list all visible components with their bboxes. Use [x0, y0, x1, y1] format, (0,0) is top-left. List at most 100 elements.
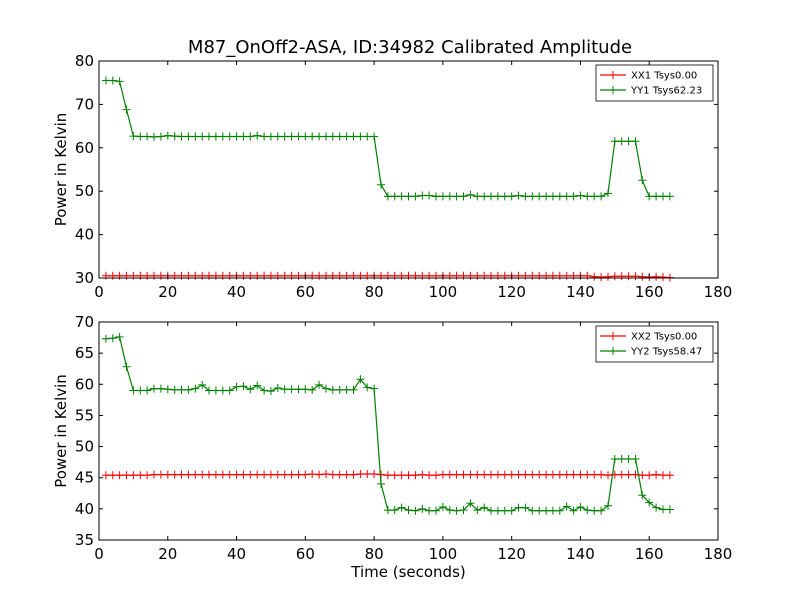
data-point [576, 503, 585, 511]
data-point [273, 384, 282, 392]
data-point [590, 470, 599, 479]
data-point [335, 385, 344, 394]
x-tick-label: 160 [635, 283, 664, 301]
data-point [108, 471, 117, 480]
bottom-plot: 0 20 40 60 80 100 120 140 160 180 35 40 45 50 55 60 65 70… [52, 313, 732, 581]
data-point [198, 380, 207, 389]
data-point [322, 470, 330, 478]
data-point [287, 385, 296, 394]
y-tick-label: 35 [75, 531, 94, 549]
top-plot: 0 20 40 60 80 100 120 140 160 180 30 40 50 60 70 80 Powe… [52, 52, 732, 301]
data-point [122, 362, 131, 371]
data-point [514, 470, 523, 479]
data-point [548, 192, 557, 201]
data-point [328, 385, 337, 394]
x-axis-label: Time (seconds) [350, 563, 466, 581]
data-point [487, 192, 495, 201]
data-point [156, 132, 165, 141]
legend-box [595, 325, 714, 363]
data-point [445, 470, 454, 479]
x-tick-label: 120 [497, 283, 526, 301]
data-point [377, 180, 385, 189]
x-tick-label: 160 [635, 545, 664, 563]
data-point [356, 375, 365, 384]
data-point [349, 470, 358, 479]
data-point [411, 192, 420, 201]
x-tick-label: 140 [566, 545, 595, 563]
data-point [205, 132, 213, 141]
data-point [604, 471, 612, 480]
y-tick-label: 70 [75, 313, 94, 331]
data-point [493, 470, 502, 479]
data-point [617, 137, 626, 146]
data-point [569, 506, 578, 515]
y-tick-label: 40 [75, 500, 94, 518]
data-point [328, 470, 337, 479]
data-point [411, 471, 420, 480]
data-point [287, 470, 296, 479]
data-point [569, 470, 578, 479]
series-red [101, 470, 674, 480]
x-tick-label: 100 [429, 283, 458, 301]
data-point [218, 132, 227, 141]
data-point [590, 272, 599, 281]
data-point [514, 191, 523, 200]
data-point [631, 137, 640, 146]
legend: XX2 Tsys0.00 YY2 Tsys58.47 [595, 325, 714, 363]
data-point [266, 387, 275, 396]
data-point [500, 470, 509, 479]
data-point [170, 132, 179, 141]
data-point [363, 470, 372, 478]
data-point [383, 192, 392, 201]
data-point [562, 470, 571, 479]
data-point [191, 132, 200, 141]
data-point [177, 385, 186, 394]
data-point [597, 273, 606, 282]
data-point [452, 470, 461, 479]
data-point [638, 176, 647, 185]
data-point [328, 132, 337, 141]
data-point [370, 132, 379, 141]
data-point [659, 471, 667, 480]
data-point [445, 192, 454, 201]
data-point [617, 470, 626, 479]
data-point [555, 506, 564, 515]
y-tick-label: 60 [75, 139, 94, 157]
data-point [170, 385, 179, 394]
data-point [610, 455, 619, 463]
data-point [205, 386, 213, 395]
data-point [473, 192, 482, 201]
data-point [108, 334, 117, 343]
data-point [294, 385, 303, 394]
data-point [562, 192, 571, 201]
x-tick-label: 40 [227, 283, 246, 301]
y-tick-label: 50 [75, 182, 94, 200]
data-point [665, 192, 674, 201]
y-tick-label: 50 [75, 438, 94, 456]
data-point [665, 471, 674, 480]
data-point [645, 471, 654, 480]
data-point [136, 386, 145, 395]
data-point [542, 470, 551, 479]
y-tick-label: 80 [75, 52, 94, 70]
data-point [239, 470, 248, 479]
data-point [342, 470, 351, 479]
legend-entry: XX1 Tsys0.00 [600, 71, 697, 82]
data-point [246, 385, 255, 394]
data-point [397, 192, 406, 201]
data-point [129, 471, 138, 480]
data-point [411, 506, 420, 515]
data-point [617, 455, 626, 463]
data-point [101, 334, 110, 343]
data-point [370, 470, 379, 478]
data-point [397, 503, 406, 512]
data-point [225, 132, 234, 141]
data-point [507, 192, 516, 201]
data-point [487, 506, 495, 515]
data-point [438, 503, 447, 511]
data-point [266, 132, 275, 141]
axes-frame [98, 60, 719, 279]
y-tick-label: 40 [75, 226, 94, 244]
data-point [205, 470, 213, 479]
legend-label: XX1 Tsys0.00 [631, 71, 697, 82]
